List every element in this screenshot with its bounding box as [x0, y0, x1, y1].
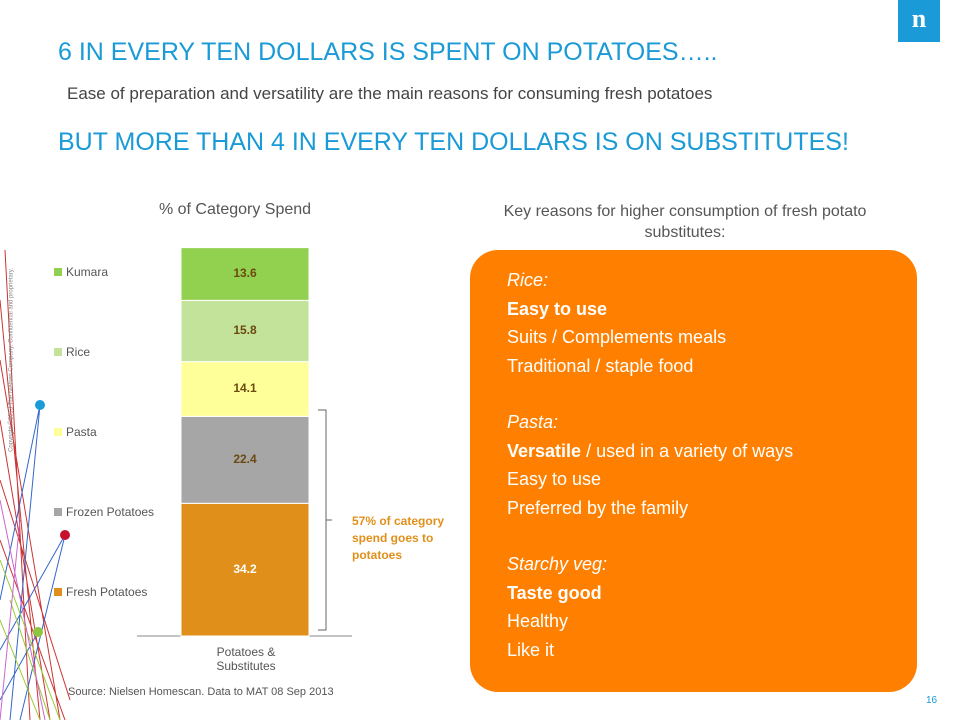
title: 6 IN EVERY TEN DOLLARS IS SPENT ON POTAT…: [58, 38, 718, 66]
annotation: 57% of category spend goes to potatoes: [352, 514, 445, 562]
reason-line: Preferred by the family: [507, 494, 917, 523]
legend-label: Pasta: [66, 425, 97, 439]
data-label: 13.6: [233, 266, 257, 280]
bracket: [318, 409, 332, 631]
legend-swatch: [54, 348, 62, 356]
legend-label: Rice: [66, 345, 91, 359]
bar-segment: [180, 502, 310, 637]
reason-text: / used in a variety of ways: [581, 440, 794, 461]
reason-text: Suits / Complements meals: [507, 327, 727, 347]
bar-segment: [180, 361, 310, 417]
reason-line: Traditional / staple food: [507, 352, 917, 381]
data-label: 34.2: [233, 562, 257, 576]
logo: n: [898, 0, 940, 42]
reason-heading: Starchy veg:: [507, 554, 608, 574]
reason-heading: Pasta:: [507, 412, 559, 432]
reason-text: Like it: [507, 639, 555, 660]
data-label: 15.8: [233, 323, 257, 337]
legend-swatch: [54, 588, 62, 596]
chart-title: % of Category Spend: [158, 201, 312, 218]
legend-item: Pasta: [54, 425, 164, 439]
legend-item: Fresh Potatoes: [54, 585, 164, 599]
legend-label: Fresh Potatoes: [66, 585, 148, 599]
reason-text: Easy to use: [507, 469, 602, 489]
reason-line: Easy to use: [507, 295, 917, 324]
legend-swatch: [54, 268, 62, 276]
data-label: 14.1: [233, 381, 257, 395]
legend-item: Rice: [54, 345, 164, 359]
reason-text: Easy to use: [507, 298, 608, 319]
reason-line: Taste good: [507, 579, 917, 608]
reason-group: Rice: Easy to use Suits / Complements meal…: [507, 266, 917, 380]
reason-text: Taste good: [507, 582, 602, 603]
legend-label: Kumara: [66, 265, 109, 279]
legend-item: Kumara: [54, 265, 164, 279]
subtitle: Ease of preparation and versatility are …: [67, 84, 713, 103]
source: Source: Nielsen Homescan. Data to MAT 08…: [68, 686, 334, 698]
reason-line: Healthy: [507, 607, 917, 636]
reason-text: Versatile: [507, 440, 582, 461]
legend-label: Frozen Potatoes: [66, 505, 155, 519]
legend-swatch: [54, 428, 62, 436]
reason-line: Like it: [507, 636, 917, 665]
reasons-box: Rice: Easy to use Suits / Complements meal…: [470, 250, 917, 692]
reason-group: Pasta: Versatile / used in a variety of w…: [507, 408, 917, 522]
legend-item: Frozen Potatoes: [54, 505, 164, 519]
reason-text: Healthy: [507, 611, 569, 631]
decoration: [0, 249, 71, 720]
legend-swatch: [54, 508, 62, 516]
reason-line: Versatile / used in a variety of ways: [507, 437, 917, 466]
reasons-title: Key reasons for higher consumption of fr…: [503, 203, 867, 241]
copyright: Copyright ©2013 The Nielsen Company. Con…: [8, 268, 15, 452]
reason-group: Starchy veg: Taste good Healthy Like it: [507, 550, 917, 664]
bar-segment: [180, 247, 310, 301]
reason-line: Easy to use: [507, 465, 917, 494]
bar-segment: [180, 415, 310, 504]
reason-text: Traditional / staple food: [507, 355, 694, 376]
title2: BUT MORE THAN 4 IN EVERY TEN DOLLARS IS …: [58, 128, 849, 156]
reason-text: Preferred by the family: [507, 497, 689, 518]
reason-line: Suits / Complements meals: [507, 323, 917, 352]
page-number: 16: [926, 695, 938, 706]
data-label: 22.4: [233, 452, 257, 466]
x-tick-label: Potatoes & Substitutes: [216, 645, 276, 673]
reason-heading: Rice:: [507, 270, 549, 290]
